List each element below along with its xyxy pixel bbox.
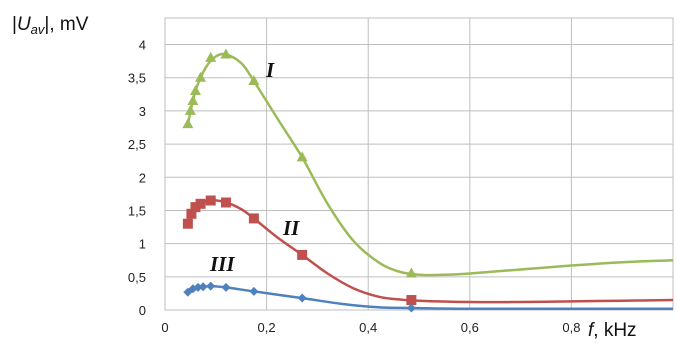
tick-labels: 0 0,5 1 1,5 2 2,5 3 3,5 4 0 0,2 0,4 0,6 0,8 (128, 38, 581, 335)
data-point-III (206, 281, 216, 291)
y-tick-label: 0 (139, 303, 146, 318)
data-point-I (184, 104, 196, 115)
data-point-II (220, 197, 231, 208)
data-point-II (248, 213, 259, 224)
data-point-I (405, 267, 417, 278)
data-point-II (297, 249, 308, 260)
series-label-II: II (282, 216, 300, 240)
data-point-II (190, 202, 201, 213)
x-tick-label: 0,6 (461, 320, 479, 335)
data-point-III (297, 293, 307, 303)
y-tick-label: 3,5 (128, 71, 146, 86)
x-tick-label: 0,4 (359, 320, 377, 335)
y-tick-label: 1 (139, 237, 146, 252)
data-point-III (406, 303, 416, 313)
data-point-I (189, 85, 201, 95)
data-point-II (195, 198, 206, 209)
y-tick-label: 2 (139, 170, 146, 185)
series-layer (182, 48, 674, 313)
y-tick-label: 0,5 (128, 270, 146, 285)
x-tick-label: 0,8 (562, 320, 580, 335)
data-point-I (205, 51, 217, 62)
y-tick-label: 4 (139, 38, 146, 53)
data-point-II (406, 295, 417, 306)
series-label-III: III (209, 252, 235, 276)
data-point-III (249, 286, 259, 296)
y-tick-label: 1,5 (128, 203, 146, 218)
grid (164, 17, 674, 311)
data-point-II (205, 195, 216, 206)
x-tick-label: 0,2 (258, 320, 276, 335)
x-tick-label: 0 (161, 320, 168, 335)
x-axis-label: f, kHz (588, 320, 637, 341)
data-point-II (182, 218, 193, 229)
y-tick-label: 2,5 (128, 137, 146, 152)
data-point-I (220, 48, 232, 59)
data-point-I (187, 94, 199, 105)
data-point-I (296, 151, 308, 162)
data-point-I (195, 71, 207, 82)
series-line-II (186, 199, 674, 304)
y-axis-label: |Uav|, mV (12, 14, 89, 37)
y-tick-label: 3 (139, 104, 146, 119)
series-label-I: I (265, 58, 275, 82)
data-point-III (221, 282, 231, 292)
data-point-III (198, 282, 208, 292)
data-point-I (248, 75, 260, 86)
series-line-III (187, 284, 673, 310)
series-I (182, 48, 674, 278)
series-line-I (186, 52, 674, 277)
series-II (182, 195, 674, 306)
data-point-II (186, 208, 197, 219)
series-III (183, 281, 673, 313)
data-point-I (182, 118, 194, 129)
